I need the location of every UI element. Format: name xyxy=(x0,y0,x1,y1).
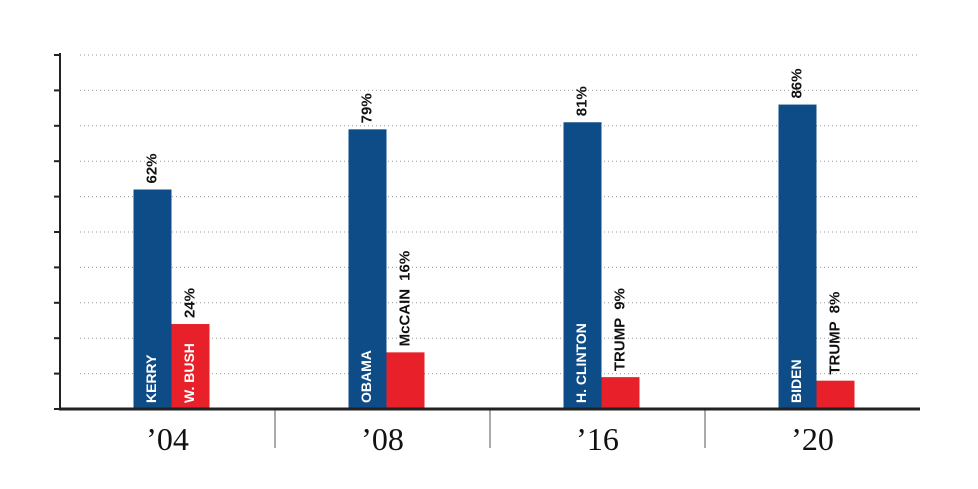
bar-name: W. BUSH xyxy=(181,343,197,403)
value-label: 79% xyxy=(358,93,375,123)
bar xyxy=(778,104,817,409)
value-label: 24% xyxy=(181,288,198,318)
bar-name-outside: TRUMP xyxy=(611,318,628,371)
bar-name-outside: McCAIN xyxy=(396,289,413,347)
bar xyxy=(563,122,602,409)
x-tick-label: ’20 xyxy=(791,421,834,457)
value-label: 16% xyxy=(396,251,413,281)
bar-name: KERRY xyxy=(143,354,159,403)
bar xyxy=(816,380,855,409)
bar xyxy=(171,324,210,409)
bar xyxy=(601,377,640,409)
value-label: 81% xyxy=(573,86,590,116)
value-label: 8% xyxy=(826,292,843,314)
bar-name: OBAMA xyxy=(358,350,374,403)
bar-name: H. CLINTON xyxy=(573,323,589,403)
bar xyxy=(348,129,387,409)
bar-name: BIDEN xyxy=(788,359,804,403)
x-tick-label: ’16 xyxy=(576,421,619,457)
x-tick-label: ’04 xyxy=(146,421,189,457)
value-label: 62% xyxy=(143,153,160,183)
bar xyxy=(133,189,172,409)
value-label: 9% xyxy=(611,288,628,310)
value-label: 86% xyxy=(788,69,805,99)
x-tick-label: ’08 xyxy=(361,421,404,457)
bar xyxy=(386,352,425,409)
bar-name-outside: TRUMP xyxy=(826,321,843,374)
